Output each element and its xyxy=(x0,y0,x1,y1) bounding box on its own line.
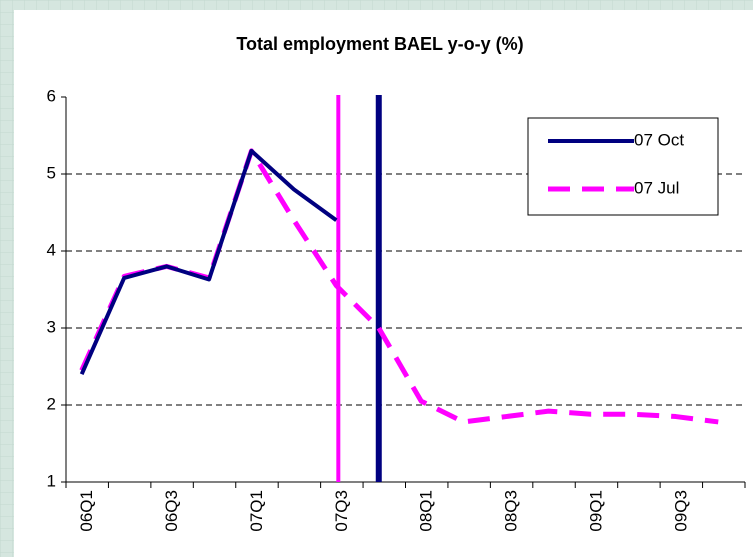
y-tick-label: 1 xyxy=(47,471,56,490)
x-tick-label: 06Q1 xyxy=(77,490,96,532)
x-tick-label: 09Q1 xyxy=(586,490,605,532)
y-tick-label: 2 xyxy=(47,394,56,413)
y-tick-label: 4 xyxy=(47,240,56,259)
x-tick-label: 09Q3 xyxy=(671,490,690,532)
series-line xyxy=(79,148,338,376)
series-line xyxy=(79,148,719,425)
y-tick-label: 6 xyxy=(47,86,56,105)
legend-label: 07 Oct xyxy=(634,130,684,149)
x-tick-label: 08Q1 xyxy=(417,490,436,532)
chart-title: Total employment BAEL y-o-y (%) xyxy=(236,34,523,54)
x-tick-label: 06Q3 xyxy=(162,490,181,532)
x-tick-label: 07Q3 xyxy=(332,490,351,532)
y-tick-label: 3 xyxy=(47,317,56,336)
legend-label: 07 Jul xyxy=(634,178,679,197)
legend-box xyxy=(527,117,719,216)
y-tick-label: 5 xyxy=(47,163,56,182)
x-tick-label: 07Q1 xyxy=(247,490,266,532)
x-tick-label: 08Q3 xyxy=(502,490,521,532)
